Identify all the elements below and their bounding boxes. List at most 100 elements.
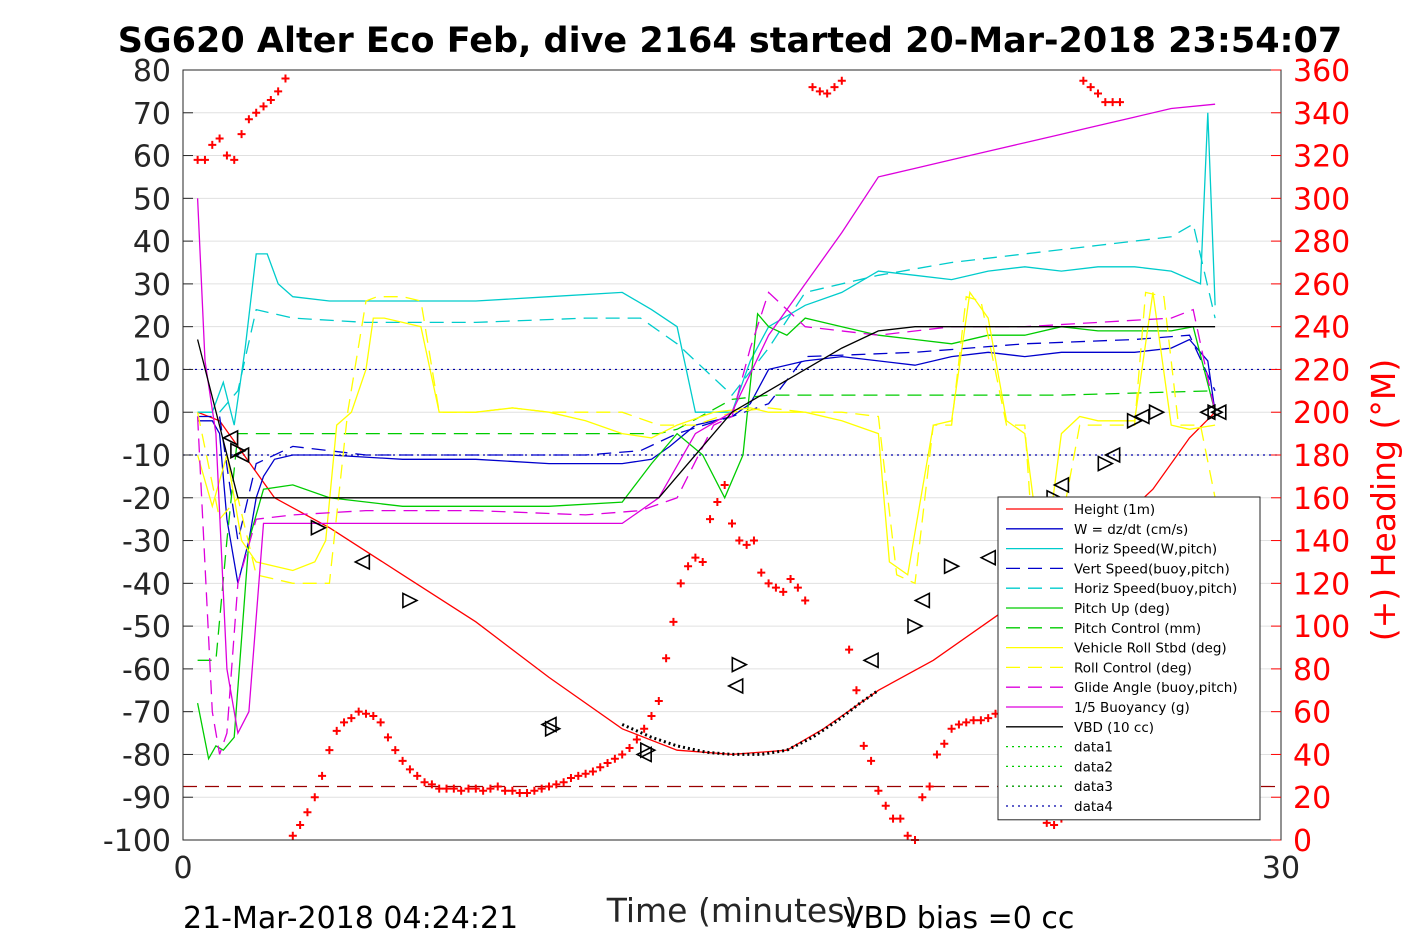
x-axis-label: Time (minutes): [606, 891, 858, 930]
legend-box: [997, 496, 1261, 821]
heading-point: [427, 780, 436, 789]
left-tick-label: 60: [133, 140, 171, 175]
left-tick-label: -20: [122, 482, 171, 517]
heading-point: [779, 587, 788, 596]
heading-point: [376, 718, 385, 727]
left-tick-label: 0: [152, 396, 171, 431]
heading-point: [757, 568, 766, 577]
heading-point: [684, 562, 693, 571]
heading-point: [925, 782, 934, 791]
heading-point: [662, 654, 671, 663]
heading-point: [1108, 98, 1117, 107]
series-line-4: [197, 222, 1216, 413]
heading-point: [347, 714, 356, 723]
triangle-marker: [1103, 446, 1121, 464]
x-tick-label: 0: [173, 851, 192, 886]
left-axis-ticks: 80 70 60 50 40 30 20 10 0 -10 -20 -30 -40 -50 -60 -70 -8…: [103, 54, 193, 859]
heading-point: [420, 778, 429, 787]
series-line-6: [197, 390, 1216, 661]
right-tick-label: 60: [1293, 696, 1331, 731]
legend-label-15: data4: [1074, 799, 1113, 815]
heading-point: [398, 756, 407, 765]
heading-point: [332, 726, 341, 735]
triangle-marker: [402, 592, 419, 609]
heading-point: [830, 83, 839, 92]
right-tick-label: 260: [1293, 268, 1350, 303]
chart-title: SG620 Alter Eco Feb, dive 2164 started 2…: [118, 21, 1343, 61]
heading-point: [545, 782, 553, 791]
legend-label-4: Horiz Speed(buoy,pitch): [1074, 581, 1237, 597]
heading-point: [771, 583, 780, 592]
heading-point: [698, 557, 707, 566]
right-tick-label: 160: [1293, 482, 1350, 517]
heading-point: [618, 750, 627, 759]
triangle-marker: [1097, 455, 1115, 472]
heading-point: [435, 784, 444, 793]
heading-point: [449, 784, 458, 793]
legend-label-2: Horiz Speed(W,pitch): [1074, 542, 1217, 558]
triangle-marker: [640, 741, 657, 759]
right-tick-label: 280: [1293, 225, 1350, 260]
heading-point: [632, 735, 641, 744]
right-tick-label: 0: [1293, 824, 1312, 859]
heading-point: [896, 814, 905, 823]
triangle-marker: [907, 617, 924, 635]
triangle-marker: [353, 553, 371, 571]
heading-point: [691, 553, 700, 562]
left-tick-label: -40: [122, 567, 171, 602]
heading-point: [1094, 89, 1102, 98]
heading-point: [310, 793, 319, 802]
left-tick-label: 10: [133, 353, 171, 388]
heading-point: [859, 741, 868, 750]
heading-point: [823, 89, 832, 98]
heading-point: [252, 108, 261, 117]
series-line-9: [196, 291, 1216, 755]
heading-point: [193, 155, 202, 164]
left-tick-label: 30: [133, 268, 171, 303]
triangle-marker: [979, 549, 997, 566]
heading-point: [552, 780, 561, 789]
right-tick-label: 300: [1293, 182, 1350, 217]
heading-point: [640, 724, 649, 733]
heading-point: [1115, 98, 1124, 107]
right-tick-label: 20: [1293, 781, 1331, 816]
legend: Height (1m) W = dz/dt (cm/s) Horiz Speed(W…: [997, 496, 1261, 821]
legend-label-14: data3: [1074, 779, 1113, 795]
heading-point: [654, 696, 663, 705]
series-layer: [183, 103, 1281, 788]
heading-point: [728, 519, 736, 528]
heading-point: [764, 579, 773, 588]
heading-point: [713, 498, 722, 507]
heading-point: [676, 579, 685, 588]
left-tick-label: -60: [122, 653, 171, 688]
heading-point: [837, 76, 846, 85]
right-tick-label: 40: [1293, 738, 1331, 773]
heading-point: [530, 786, 539, 795]
legend-label-9: Glide Angle (buoy,pitch): [1074, 680, 1238, 696]
series-line-11: [196, 326, 1216, 499]
triangle-marker: [635, 746, 652, 763]
heading-point: [296, 821, 305, 830]
series-line-5: [196, 312, 1216, 761]
left-tick-label: -70: [122, 696, 171, 731]
heading-point: [867, 756, 876, 765]
legend-label-5: Pitch Up (deg): [1074, 601, 1170, 617]
left-tick-label: -10: [122, 439, 171, 474]
right-tick-label: 340: [1293, 97, 1350, 132]
heading-point: [318, 771, 327, 780]
vbd-bias-label: VBD bias =0 cc: [843, 901, 1074, 936]
legend-label-8: Roll Control (deg): [1074, 660, 1192, 676]
heading-point: [749, 536, 758, 545]
heading-point: [852, 686, 861, 695]
legend-label-6: Pitch Control (mm): [1074, 621, 1201, 637]
triangle-marker: [1209, 403, 1227, 421]
series-line-2: [197, 112, 1216, 426]
heading-point: [669, 617, 678, 626]
heading-point: [801, 596, 810, 605]
heading-point: [647, 711, 656, 720]
left-tick-label: -80: [122, 738, 171, 773]
heading-point: [889, 814, 898, 823]
heading-point: [464, 784, 473, 793]
heading-point: [574, 771, 583, 780]
heading-point: [200, 155, 209, 164]
